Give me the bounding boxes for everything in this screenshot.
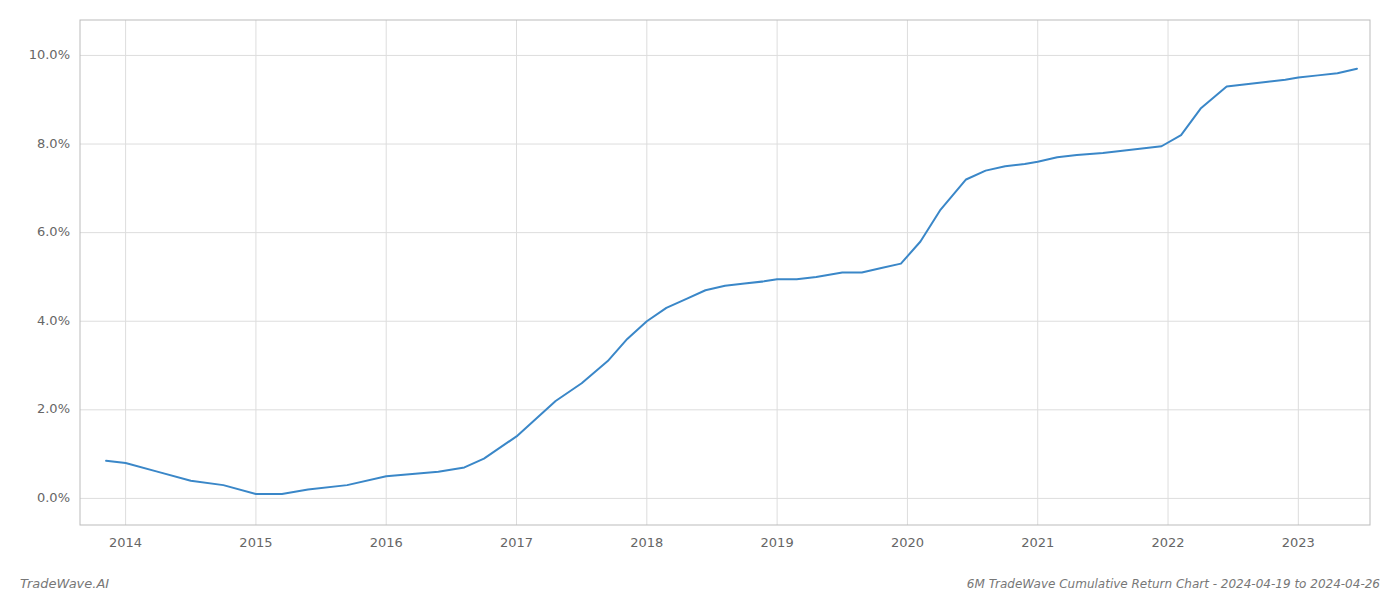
x-tick-label: 2022 <box>1151 535 1184 550</box>
y-tick-label: 6.0% <box>37 224 70 239</box>
x-tick-label: 2016 <box>370 535 403 550</box>
y-tick-label: 4.0% <box>37 313 70 328</box>
y-grid-line <box>80 55 1370 56</box>
background <box>0 0 1400 600</box>
plot-area <box>106 69 1357 494</box>
line <box>106 69 1357 494</box>
y-tick-label: 10.0% <box>29 47 70 62</box>
x-tick-label: 2021 <box>1021 535 1054 550</box>
x-tick-label: 2015 <box>239 535 272 550</box>
x-grid-line <box>777 20 778 525</box>
x-grid-line <box>386 20 387 525</box>
x-grid-line <box>1298 20 1299 525</box>
x-grid-line <box>516 20 517 525</box>
y-tick-label: 2.0% <box>37 401 70 416</box>
x-grid-line <box>907 20 908 525</box>
chart: 0.0% 2.0% 4.0% 6.0% 8.0% 10.0% 2014 2015 2016 201… <box>0 0 1400 600</box>
x-tick-label: 2023 <box>1282 535 1315 550</box>
watermark: TradeWave.AI <box>20 576 109 591</box>
title: 6M TradeWave Cumulative Return Chart - 2… <box>967 577 1380 591</box>
x-grid-line <box>125 20 126 525</box>
y-grid-line <box>80 409 1370 410</box>
y-grid-line <box>80 232 1370 233</box>
y-grid-line <box>80 144 1370 145</box>
axes: 0.0% 2.0% 4.0% 6.0% 8.0% 10.0% 2014 2015 2016 201… <box>29 20 1370 550</box>
y-grid-line <box>80 498 1370 499</box>
plot-frame <box>80 20 1370 525</box>
x-tick-label: 2017 <box>500 535 533 550</box>
y-tick-label: 0.0% <box>37 490 70 505</box>
x-grid-line <box>1168 20 1169 525</box>
x-grid-line <box>255 20 256 525</box>
x-tick-label: 2019 <box>761 535 794 550</box>
x-grid-line <box>1037 20 1038 525</box>
x-tick-label: 2014 <box>109 535 142 550</box>
x-tick-label: 2018 <box>630 535 663 550</box>
grid <box>80 20 1370 525</box>
x-tick-label: 2020 <box>891 535 924 550</box>
y-grid-line <box>80 321 1370 322</box>
x-grid-line <box>646 20 647 525</box>
y-tick-label: 8.0% <box>37 136 70 151</box>
